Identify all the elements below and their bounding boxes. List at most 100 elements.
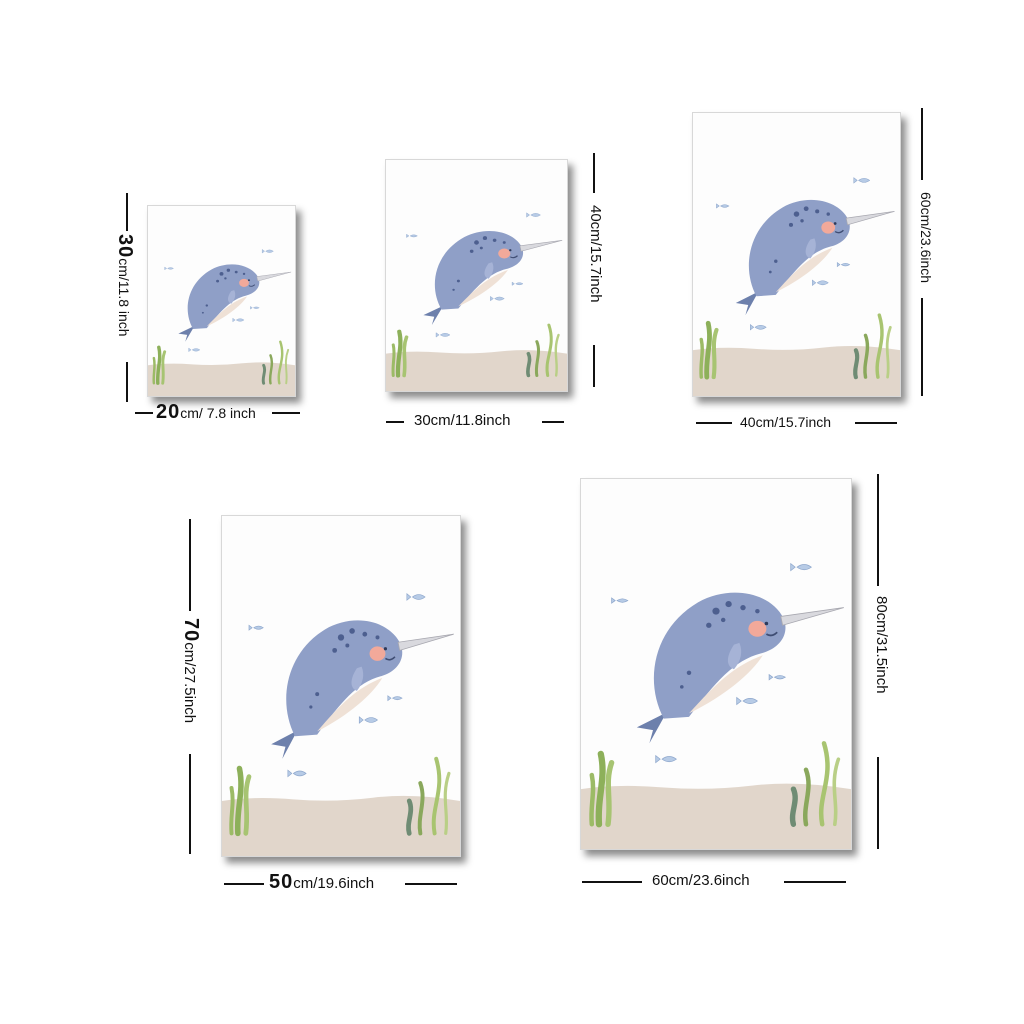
narwhal <box>735 199 895 316</box>
narwhal-spots <box>201 268 246 314</box>
fish-group <box>716 177 871 331</box>
width-line-left <box>224 883 264 885</box>
seaweed-left <box>589 750 615 828</box>
narwhal-smile <box>765 631 778 637</box>
narwhal-eye <box>509 249 512 252</box>
narwhal-body <box>187 264 260 330</box>
height-unit: cm/27.5inch <box>181 642 198 724</box>
poster-30x40 <box>385 159 568 392</box>
height-line-bottom <box>921 298 923 396</box>
narwhal-spots <box>680 601 760 689</box>
narwhal-cheek <box>498 248 511 259</box>
seaweed-left <box>699 320 719 380</box>
narwhal-flipper <box>227 290 236 304</box>
narwhal <box>178 264 292 342</box>
height-unit: cm/11.8 inch <box>116 258 132 337</box>
narwhal-belly <box>775 247 833 293</box>
poster-60x80 <box>580 478 852 850</box>
narwhal-artwork <box>693 177 900 396</box>
height-line-top <box>877 474 879 586</box>
narwhal-artwork <box>148 249 295 396</box>
poster-50x70 <box>221 515 461 857</box>
seaweed-right <box>406 756 451 836</box>
narwhal-flipper <box>484 262 494 279</box>
narwhal-tail <box>271 730 298 759</box>
narwhal-smile <box>384 656 396 661</box>
sand-ground <box>386 350 567 391</box>
narwhal <box>423 230 563 325</box>
width-unit: cm/ 7.8 inch <box>180 405 256 421</box>
height-line-top <box>126 193 128 231</box>
height-number: 70 <box>180 618 202 643</box>
seaweed-right <box>261 340 290 385</box>
width-line-right <box>405 883 457 885</box>
width-label-60x80: 60cm/23.6inch <box>652 872 750 889</box>
narwhal-spots <box>309 628 380 709</box>
seaweed-right <box>853 313 892 380</box>
narwhal-eye <box>383 647 388 651</box>
width-line-right <box>542 421 564 423</box>
narwhal-cheek <box>239 278 249 287</box>
height-label-30x40: 40cm/15.7inch <box>587 205 604 303</box>
narwhal-tusk <box>780 607 844 626</box>
narwhal <box>636 592 844 744</box>
fish-group <box>164 249 274 353</box>
width-number: 20 <box>156 401 181 423</box>
sand-ground <box>222 795 460 856</box>
narwhal-flipper <box>805 238 816 259</box>
narwhal-tail <box>178 325 195 342</box>
narwhal-tail <box>735 291 759 316</box>
fish-group <box>611 562 813 764</box>
height-line-top <box>921 108 923 180</box>
width-label-30x40: 30cm/11.8inch <box>414 412 511 429</box>
height-line-top <box>593 153 595 193</box>
narwhal-artwork <box>222 593 460 856</box>
poster-40x60 <box>692 112 901 397</box>
sand-ground <box>148 362 295 396</box>
narwhal-tail <box>423 305 444 325</box>
narwhal-cheek <box>821 221 836 234</box>
seaweed-right <box>789 741 841 827</box>
narwhal-flipper <box>727 642 742 670</box>
height-line-bottom <box>126 362 128 402</box>
width-line-left <box>135 412 153 414</box>
sand-ground <box>693 345 900 396</box>
width-unit: cm/19.6inch <box>293 875 375 892</box>
seaweed-left <box>229 765 252 837</box>
narwhal-tusk <box>845 211 895 226</box>
narwhal-smile <box>248 284 256 287</box>
seaweed-right <box>526 323 560 378</box>
narwhal-cheek <box>369 646 386 661</box>
narwhal-eye <box>247 279 250 282</box>
narwhal-smile <box>834 229 844 234</box>
width-line-right <box>855 422 897 424</box>
fish-group <box>248 593 426 778</box>
seaweed-left <box>152 345 167 385</box>
narwhal-spots <box>452 236 506 291</box>
narwhal-body <box>748 199 850 297</box>
narwhal-eye <box>764 621 769 626</box>
width-line-right <box>784 881 846 883</box>
narwhal-smile <box>509 255 518 259</box>
height-line-bottom <box>877 757 879 849</box>
height-line-bottom <box>189 754 191 854</box>
width-label-50x70: 50cm/19.6inch <box>269 871 374 894</box>
width-label-20x30: 20cm/ 7.8 inch <box>156 401 256 424</box>
narwhal-cheek <box>748 620 767 637</box>
narwhal-tusk <box>256 271 292 282</box>
narwhal-belly <box>689 655 763 714</box>
width-line-left <box>696 422 732 424</box>
height-label-40x60: 60cm/23.6inch <box>918 192 934 284</box>
seaweed-left <box>391 329 409 378</box>
width-line-left <box>582 881 642 883</box>
height-number: 30 <box>114 234 136 259</box>
height-label-60x80: 80cm/31.5inch <box>873 596 890 694</box>
narwhal-body <box>286 620 403 737</box>
narwhal <box>271 620 454 759</box>
narwhal-eye <box>833 222 837 225</box>
narwhal-spots <box>768 206 830 274</box>
width-label-40x60: 40cm/15.7inch <box>740 414 832 430</box>
narwhal-belly <box>458 270 508 307</box>
narwhal-artwork <box>581 562 851 849</box>
height-line-top <box>189 519 191 611</box>
